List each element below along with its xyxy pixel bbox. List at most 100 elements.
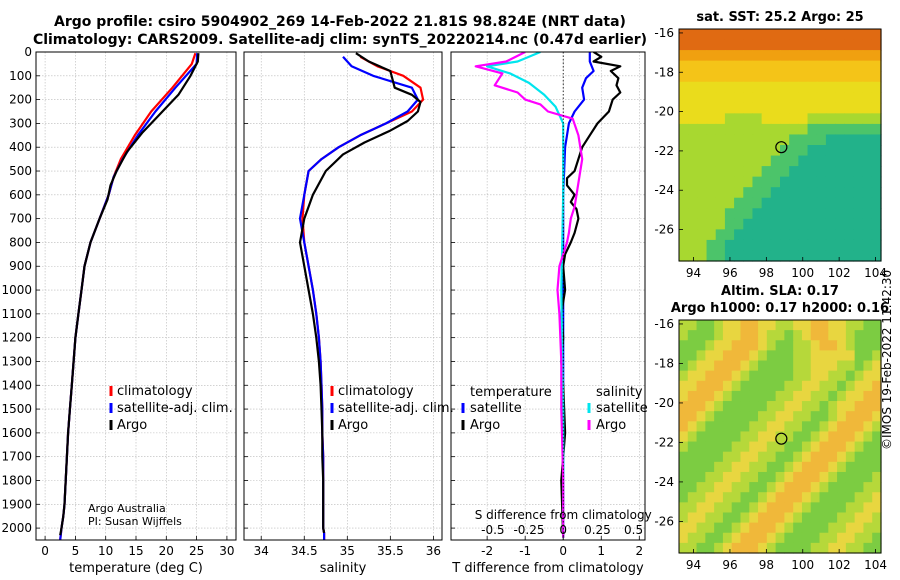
map-cell bbox=[724, 229, 735, 241]
map-cell bbox=[706, 197, 717, 209]
map-cell bbox=[775, 390, 785, 402]
map-cell bbox=[816, 81, 827, 93]
map-x-tick-label: 100 bbox=[791, 266, 814, 280]
map-cell bbox=[853, 92, 864, 104]
map-cell bbox=[752, 239, 763, 252]
map-cell bbox=[687, 542, 698, 554]
map-cell bbox=[828, 471, 838, 483]
map-cell bbox=[871, 176, 882, 188]
map-cell bbox=[825, 208, 836, 220]
map-cell bbox=[775, 542, 785, 554]
map-cell bbox=[863, 330, 873, 341]
map-cell bbox=[872, 542, 882, 554]
map-cell bbox=[780, 197, 790, 209]
x-tick-label: 36 bbox=[426, 544, 441, 558]
map-cell bbox=[872, 502, 882, 514]
map-cell bbox=[722, 340, 733, 351]
map-cell bbox=[679, 92, 689, 104]
map-cell bbox=[828, 492, 838, 503]
map-cell bbox=[724, 176, 735, 188]
map-cell bbox=[801, 421, 812, 433]
map-cell bbox=[835, 155, 845, 167]
map-cell bbox=[696, 532, 706, 544]
map-cell bbox=[801, 340, 812, 351]
map-cell bbox=[715, 208, 726, 220]
map-cell bbox=[687, 471, 698, 483]
map-cell bbox=[715, 113, 726, 125]
map-cell bbox=[679, 320, 689, 331]
map-cell bbox=[705, 532, 715, 544]
map-cell bbox=[872, 482, 882, 493]
map-cell bbox=[734, 29, 744, 41]
map-cell bbox=[734, 197, 744, 209]
map-cell bbox=[761, 50, 772, 62]
map-cell bbox=[722, 401, 733, 412]
map-cell bbox=[871, 102, 882, 114]
map-cell bbox=[837, 421, 847, 433]
map-cell bbox=[724, 81, 735, 93]
map-cell bbox=[816, 134, 827, 146]
x-tick-label: 2 bbox=[635, 544, 643, 558]
map-cell bbox=[697, 145, 708, 157]
map-cell bbox=[793, 330, 803, 341]
map-cell bbox=[766, 431, 777, 443]
map-cell bbox=[734, 176, 744, 188]
map-cell bbox=[862, 239, 873, 252]
map-cell bbox=[784, 461, 794, 473]
map-cell bbox=[722, 542, 733, 554]
map-cell bbox=[863, 320, 873, 331]
map-cell bbox=[766, 471, 777, 483]
map-cell bbox=[828, 350, 838, 362]
map-cell bbox=[740, 482, 750, 493]
map-cell bbox=[740, 431, 750, 443]
map-cell bbox=[819, 542, 829, 554]
x-tick-label: 0 bbox=[559, 544, 567, 558]
map-cell bbox=[706, 166, 717, 178]
map-cell bbox=[722, 390, 733, 402]
map-cell bbox=[740, 390, 750, 402]
map-cell bbox=[705, 360, 715, 372]
s-axis-label: S difference from climatology bbox=[475, 508, 652, 522]
map-cell bbox=[770, 176, 781, 188]
map-cell bbox=[679, 471, 689, 483]
map-cell bbox=[775, 502, 785, 514]
map-cell bbox=[722, 330, 733, 341]
sla-map-axes: 94 96 98 100 102 104 -16 -18 -20 -22 -24 -26 bbox=[654, 317, 887, 572]
map-cell bbox=[872, 320, 882, 331]
map-x-tick-label: 98 bbox=[759, 558, 774, 572]
map-cell bbox=[722, 411, 733, 422]
map-cell bbox=[722, 370, 733, 382]
map-cell bbox=[705, 471, 715, 483]
map-cell bbox=[705, 492, 715, 503]
map-y-tick-label: -26 bbox=[654, 223, 674, 237]
map-cell bbox=[862, 134, 873, 146]
map-cell bbox=[835, 208, 845, 220]
map-cell bbox=[714, 461, 724, 473]
salinity-axes: 34 34.5 35 35.5 36 salinity bbox=[243, 51, 443, 576]
map-cell bbox=[697, 250, 708, 262]
map-cell bbox=[853, 187, 864, 199]
y-tick-label: 400 bbox=[9, 140, 32, 154]
map-cell bbox=[845, 502, 856, 514]
map-cell bbox=[697, 218, 708, 230]
map-cell bbox=[845, 421, 856, 433]
map-cell bbox=[789, 166, 799, 178]
map-cell bbox=[837, 441, 847, 453]
map-cell bbox=[854, 512, 865, 524]
map-cell bbox=[758, 380, 768, 392]
map-cell bbox=[766, 542, 777, 554]
s-tick-label: 0.25 bbox=[584, 523, 611, 537]
map-cell bbox=[854, 482, 865, 493]
map-cell bbox=[810, 360, 821, 372]
map-cell bbox=[705, 370, 715, 382]
map-cell bbox=[854, 360, 865, 372]
map-cell bbox=[819, 370, 829, 382]
legend-label: satellite bbox=[470, 401, 522, 416]
sst-map: 94 96 98 100 102 104 -16 -18 -20 -22 -24 -26 bbox=[654, 26, 887, 280]
map-cell bbox=[793, 380, 803, 392]
map-cell bbox=[837, 512, 847, 524]
map-cell bbox=[845, 542, 856, 554]
plot-frame bbox=[243, 51, 443, 541]
map-cell bbox=[687, 441, 698, 453]
map-cell bbox=[697, 29, 708, 41]
